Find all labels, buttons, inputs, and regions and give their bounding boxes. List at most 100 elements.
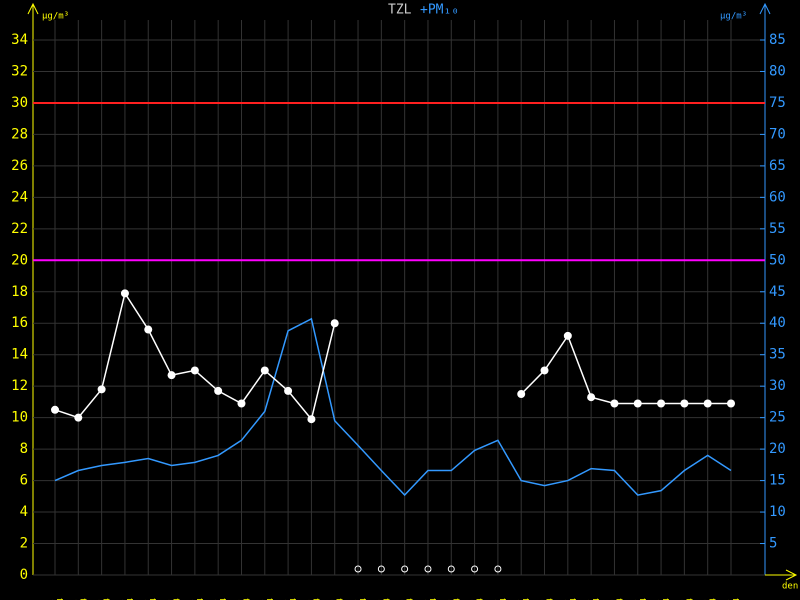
x-axis-label: den	[782, 582, 798, 592]
missing-marker	[354, 565, 362, 573]
series-line	[54, 317, 732, 497]
x-tick-label: 23.6.2014	[558, 598, 577, 600]
x-tick-label: 10.6.2014	[255, 598, 274, 600]
point	[610, 399, 619, 408]
x-tick-label: 16.6.2014	[395, 598, 414, 600]
y2-tick-label: 85	[769, 32, 786, 48]
y-tick-label: 10	[11, 410, 28, 426]
legend-entry: TZL	[388, 3, 412, 18]
missing-marker	[401, 565, 409, 573]
grid	[33, 20, 765, 576]
x-tick-label: 28.6.2014	[675, 598, 694, 600]
point	[260, 366, 269, 375]
point	[74, 413, 83, 422]
x-tick-label: 13.6.2014	[325, 598, 344, 600]
y-tick-label: 8	[20, 441, 28, 457]
y2-tick-label: 70	[769, 126, 786, 142]
y2-tick-label: 10	[769, 504, 786, 520]
y-tick-label: 32	[11, 63, 28, 79]
x-tick-label: 9.6.2014	[232, 598, 251, 600]
point	[540, 366, 549, 375]
y-tick-label: 26	[11, 158, 28, 174]
series-line	[520, 334, 731, 405]
point	[167, 371, 176, 380]
x-tick-label: 17.6.2014	[418, 598, 437, 600]
point	[237, 399, 246, 408]
x-tick-label: 27.6.2014	[652, 598, 671, 600]
point	[284, 386, 293, 395]
x-tick-label: 7.6.2014	[185, 598, 204, 600]
point	[307, 415, 316, 424]
point	[97, 385, 106, 394]
y2-tick-label: 15	[769, 473, 786, 489]
missing-marker	[471, 565, 479, 573]
x-tick-label: 19.6.2014	[465, 598, 484, 600]
y-tick-label: 4	[20, 504, 28, 520]
x-tick-label: 3.6.2014	[92, 598, 111, 600]
point	[51, 405, 59, 414]
y2-axis-unit: µg/m³	[720, 12, 747, 22]
point	[727, 399, 735, 408]
point	[330, 319, 339, 328]
y2-tick-label: 55	[769, 221, 786, 237]
x-tick-label: 14.6.2014	[349, 598, 368, 600]
point	[680, 399, 689, 408]
y-axis-arrow	[27, 2, 39, 15]
y-tick-label: 22	[11, 221, 28, 237]
point	[120, 289, 129, 298]
y2-tick-label: 65	[769, 158, 786, 174]
x-tick-label: 30.6.2014	[722, 598, 741, 600]
point	[563, 331, 572, 340]
x-tick-label: 29.6.2014	[698, 598, 717, 600]
x-tick-label: 11.6.2014	[279, 598, 298, 600]
y2-tick-label: 80	[769, 63, 786, 79]
legend-entry: +PM₁₀	[420, 3, 459, 18]
x-tick-label: 2.6.2014	[69, 598, 88, 600]
y2-tick-label: 40	[769, 315, 786, 331]
y2-tick-label: 20	[769, 441, 786, 457]
point	[214, 386, 223, 395]
y-axis-unit: µg/m³	[42, 12, 69, 22]
x-axis-arrow	[785, 569, 798, 581]
y-tick-label: 12	[11, 378, 28, 394]
y-tick-label: 0	[20, 567, 28, 583]
y-tick-label: 20	[11, 252, 28, 268]
y-tick-label: 18	[11, 284, 28, 300]
y2-tick-label: 5	[769, 536, 777, 552]
missing-marker	[447, 565, 455, 573]
point	[517, 390, 526, 399]
y2-tick-label: 75	[769, 95, 786, 111]
point	[633, 399, 642, 408]
y-tick-label: 14	[11, 347, 28, 363]
y-tick-label: 6	[20, 473, 28, 489]
y-tick-label: 30	[11, 95, 28, 111]
missing-marker	[424, 565, 432, 573]
y2-axis-arrow	[759, 2, 771, 15]
x-tick-label: 26.6.2014	[628, 598, 647, 600]
missing-marker	[377, 565, 385, 573]
missing-marker	[494, 565, 502, 573]
x-tick-label: 12.6.2014	[302, 598, 321, 600]
y-tick-label: 24	[11, 189, 28, 205]
x-tick-label: 4.6.2014	[115, 598, 134, 600]
y2-tick-label: 30	[769, 378, 786, 394]
y2-tick-label: 25	[769, 410, 786, 426]
x-tick-label: 15.6.2014	[372, 598, 391, 600]
x-tick-label: 21.6.2014	[512, 598, 531, 600]
y2-tick-label: 60	[769, 189, 786, 205]
x-tick-label: 1.6.2014	[46, 598, 65, 600]
y-tick-label: 2	[20, 536, 28, 552]
x-tick-label: 25.6.2014	[605, 598, 624, 600]
x-tick-label: 8.6.2014	[209, 598, 228, 600]
y2-tick-label: 50	[769, 252, 786, 268]
point	[190, 366, 199, 375]
y-tick-label: 16	[11, 315, 28, 331]
x-tick-label: 18.6.2014	[442, 598, 461, 600]
point	[587, 393, 596, 402]
point	[657, 399, 666, 408]
y2-tick-label: 35	[769, 347, 786, 363]
point	[144, 325, 153, 334]
x-tick-label: 24.6.2014	[582, 598, 601, 600]
point	[703, 399, 712, 408]
